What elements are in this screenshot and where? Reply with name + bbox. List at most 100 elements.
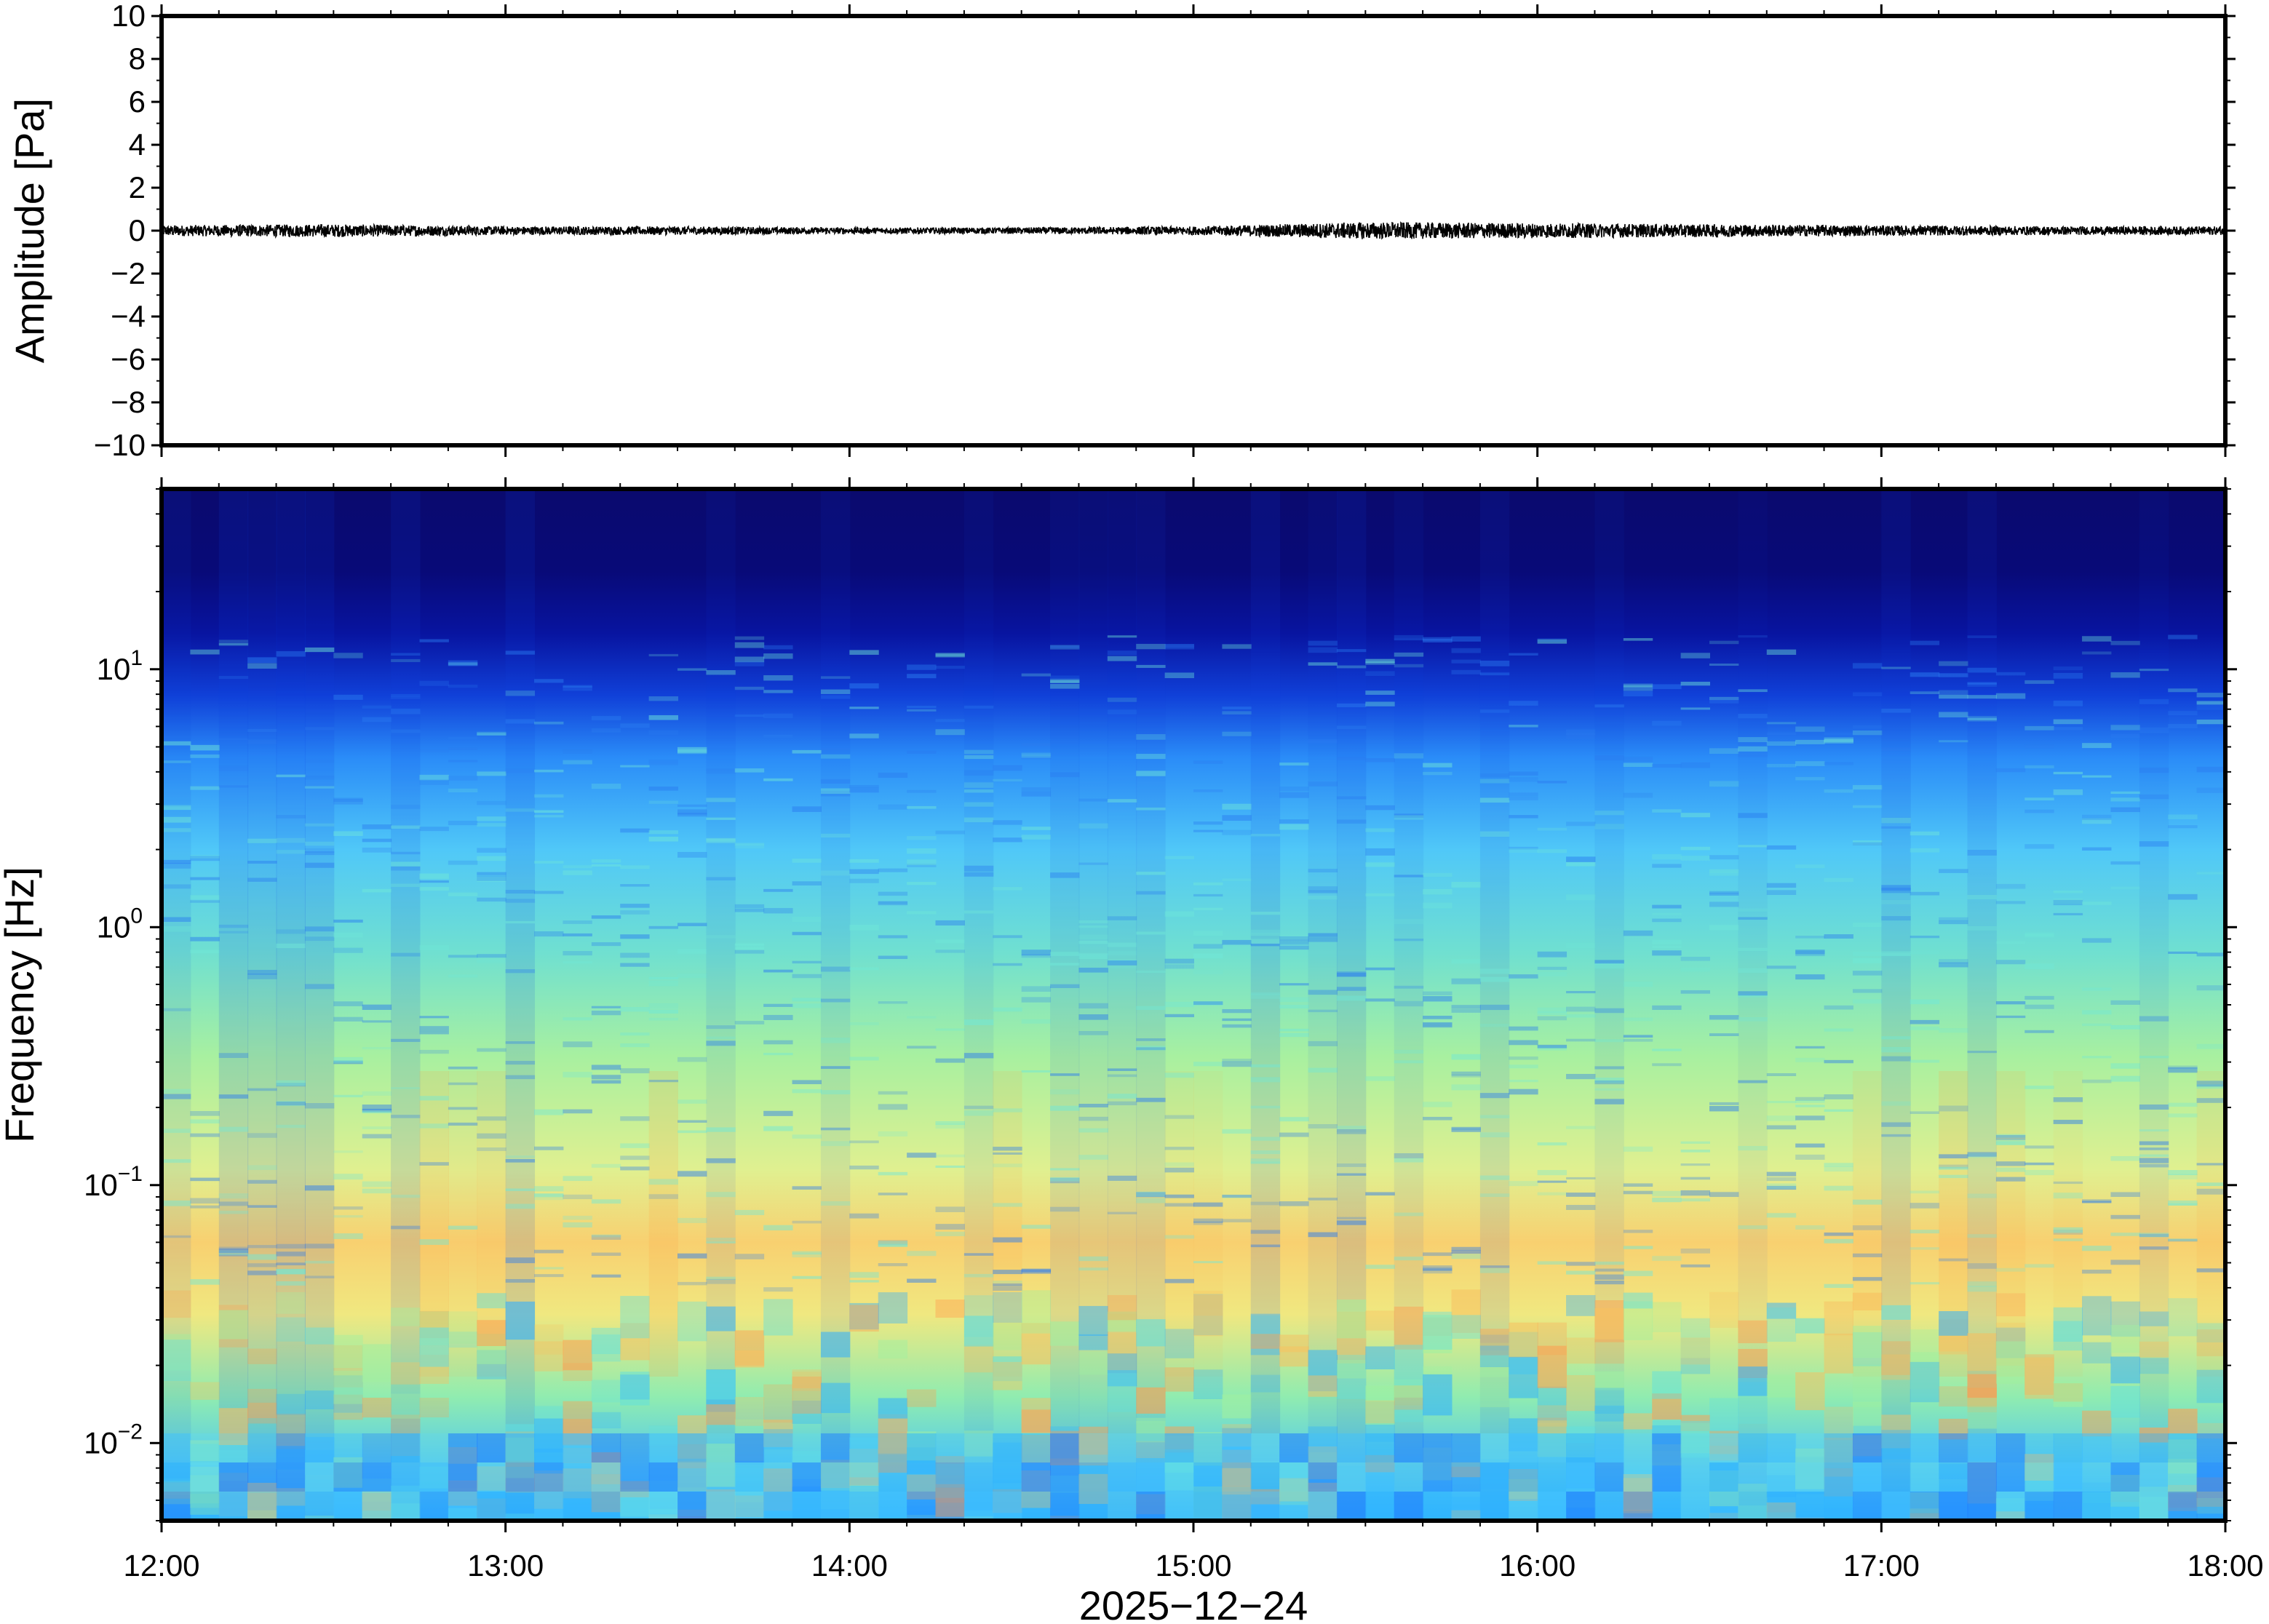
spectrogram-streak [993,820,1022,825]
spectrogram-streak [1050,872,1080,878]
spectrogram-streak [1652,853,1682,860]
spectrogram-streak [1193,760,1223,764]
spectrogram-cell [1250,1315,1281,1346]
spectrogram-cell [820,1332,851,1358]
spectrogram-streak [1852,989,1883,993]
spectrogram-cell [734,1397,765,1426]
spectrogram-cell [907,1474,937,1500]
spectrogram-streak [935,920,965,926]
spectrogram-streak [304,1185,335,1191]
spectrogram-streak [419,779,449,785]
spectrogram-streak [304,851,335,856]
spectrogram-streak [1766,1115,1797,1121]
tick-label-exponent: −1 [118,1162,143,1186]
spectrogram-y-tick-label: 101 [97,646,143,686]
spectrogram-cell [391,1362,421,1385]
spectrogram-streak [1881,709,1911,713]
spectrogram-cell [477,1293,506,1309]
spectrogram-cell [304,1390,335,1409]
spectrogram-streak [1939,959,1968,963]
spectrogram-cell [677,1433,707,1462]
spectrogram-streak [1738,1017,1768,1022]
spectrogram-streak [1394,1212,1424,1217]
spectrogram-cell [1021,1409,1052,1433]
spectrogram-streak [2139,1154,2169,1157]
spectrogram-streak [648,980,678,987]
spectrogram-streak [1164,964,1194,969]
spectrogram-streak [218,1248,249,1254]
spectrogram-streak [1021,1268,1052,1274]
spectrogram-streak [1537,1192,1567,1195]
spectrogram-streak [1623,792,1653,798]
spectrogram-cell [2168,1439,2198,1474]
spectrogram-streak [391,851,421,855]
spectrogram-cell [1939,1335,1968,1352]
spectrogram-cell [1050,1516,1080,1521]
spectrogram-streak [1308,1124,1338,1129]
spectrogram-streak [1136,771,1166,776]
spectrogram-cell [1479,1345,1510,1367]
spectrogram-column [1136,489,1166,1521]
spectrogram-cell [1594,1371,1624,1390]
spectrogram-streak [1394,813,1424,818]
spectrogram-cell [2053,1433,2083,1462]
spectrogram-streak [993,779,1022,781]
spectrogram-streak [563,1176,592,1182]
spectrogram-cell [963,1315,994,1347]
spectrogram-streak [1021,755,1052,760]
spectrogram-cell [1537,1417,1567,1434]
spectrogram-cell [2110,1356,2140,1384]
spectrogram-cell [1766,1512,1797,1521]
spectrogram-streak [2196,720,2225,725]
spectrogram-cell [1107,1311,1137,1332]
spectrogram-cell [1852,1292,1883,1310]
spectrogram-streak [1795,864,1825,869]
spectrogram-streak [1795,936,1825,939]
spectrogram-cell [1164,1367,1194,1392]
spectrogram-streak [1881,885,1911,891]
spectrogram-streak [1910,1247,1940,1250]
spectrogram-streak [362,1110,392,1114]
spectrogram-streak [963,1019,994,1025]
spectrogram-streak [1738,813,1768,819]
spectrogram-cell [2082,1482,2112,1511]
spectrogram-streak [391,1038,421,1043]
spectrogram-streak [1394,985,1424,989]
spectrogram-streak [1451,1008,1481,1013]
spectrogram-streak [993,1007,1022,1012]
spectrogram-streak [849,1056,879,1061]
spectrogram-streak [1279,819,1309,824]
spectrogram-column [276,489,306,1521]
spectrogram-streak [304,1260,335,1264]
spectrogram-streak [1939,920,1968,925]
waveform-y-tick-label: −8 [111,385,146,419]
spectrogram-column [2196,1071,2225,1377]
spectrogram-streak [1050,1105,1080,1111]
spectrogram-streak [2053,672,2083,679]
spectrogram-streak [563,1041,592,1048]
spectrogram-streak [1050,1177,1080,1182]
spectrogram-streak [2024,844,2054,849]
spectrogram-streak [820,788,851,794]
spectrogram-streak [1136,1192,1166,1198]
spectrogram-streak [763,1126,793,1131]
spectrogram-streak [1995,1140,2026,1145]
spectrogram-streak [1910,640,1940,645]
spectrogram-cell [1709,1433,1739,1462]
spectrogram-streak [1394,1000,1424,1007]
spectrogram-streak [563,951,592,956]
spectrogram-cell [1537,1345,1567,1388]
spectrogram-streak [620,765,650,768]
spectrogram-streak [2196,1098,2225,1103]
spectrogram-streak [505,889,536,894]
spectrogram-streak [878,772,908,779]
spectrogram-streak [276,1262,306,1266]
spectrogram-streak [1709,1015,1739,1020]
spectrogram-streak [419,680,449,686]
spectrogram-streak [1394,1049,1424,1054]
spectrogram-streak [362,1188,392,1194]
spectrogram-streak [1566,942,1596,949]
x-tick-label: 13:00 [467,1548,544,1583]
spectrogram-cell [276,1413,306,1449]
spectrogram-cell [333,1394,363,1420]
